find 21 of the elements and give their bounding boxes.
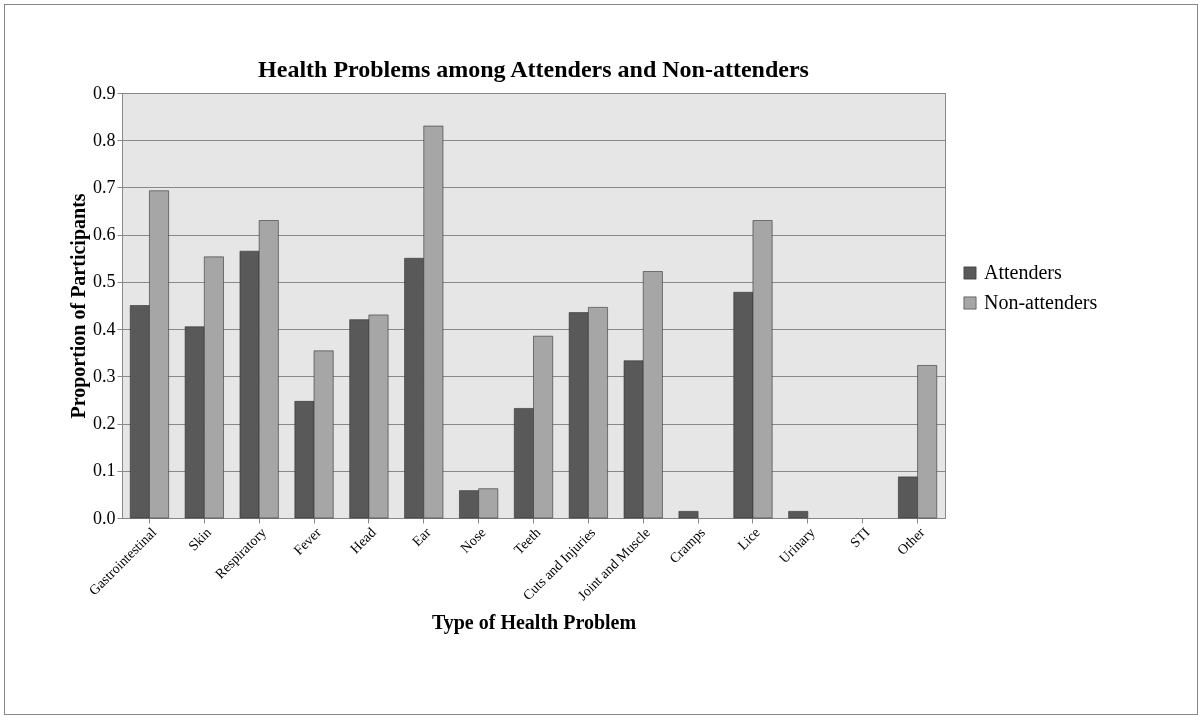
y-tick-label: 0.6 <box>93 224 116 245</box>
y-tick-label: 0.9 <box>93 82 116 103</box>
legend-label: Non-attenders <box>984 291 1098 313</box>
x-tick-label: Skin <box>185 524 215 554</box>
y-tick-label: 0.5 <box>93 271 116 292</box>
y-tick-label: 0.8 <box>93 129 116 150</box>
x-axis-title: Type of Health Problem <box>431 611 637 635</box>
x-tick-label: Lice <box>734 524 763 553</box>
bar <box>678 511 699 519</box>
bar <box>788 511 809 519</box>
legend-label: Attenders <box>984 261 1062 283</box>
y-tick-label: 0.3 <box>93 365 116 386</box>
y-tick-label: 0.4 <box>93 318 116 339</box>
x-tick-label: Ear <box>409 524 434 550</box>
y-tick-label: 0.0 <box>93 507 116 528</box>
y-tick-label: 0.1 <box>93 460 116 481</box>
y-tick-label: 0.2 <box>93 413 116 434</box>
y-tick-label: 0.7 <box>93 176 116 197</box>
chart-title: Health Problems among Attenders and Non-attenders <box>258 56 809 82</box>
y-axis-title: Proportion of Participants <box>67 193 90 419</box>
x-tick-label: STI <box>847 524 873 551</box>
